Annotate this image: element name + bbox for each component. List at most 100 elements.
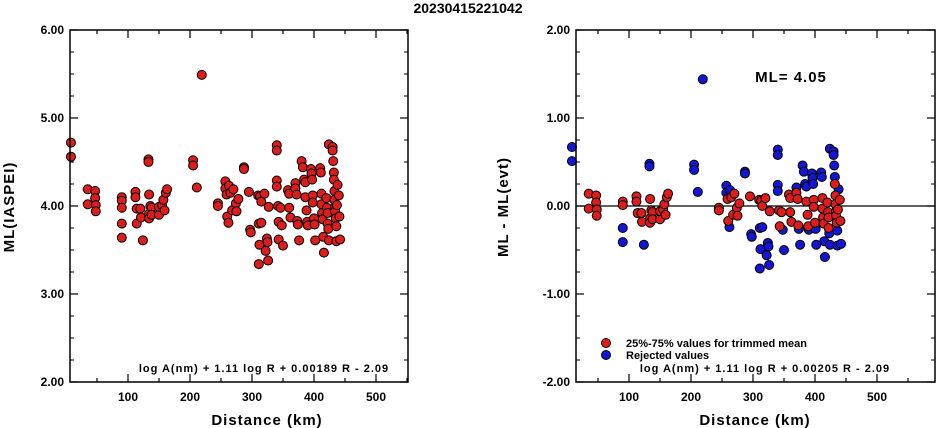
kept-point [835,215,846,226]
rejected-point [763,241,774,252]
data-point [263,201,274,212]
rejected-point [836,238,847,249]
x-tick-label: 400 [304,390,324,404]
kept-point [823,223,834,233]
data-point [162,184,173,195]
data-point [223,217,234,228]
kept-point [764,206,775,217]
data-point [116,232,127,243]
kept-point [792,193,803,204]
data-point [271,145,282,156]
y-tick-label: -2.00 [543,375,571,389]
rejected-point [757,222,768,233]
data-point [294,235,305,246]
rejected-point [828,149,839,160]
data-point [116,218,127,229]
data-point [253,259,264,270]
rejected-point [764,259,775,270]
kept-point [663,188,674,199]
x-tick-label: 500 [366,390,386,404]
rejected-point [617,237,628,248]
legend: 25%-75% values for trimmed mean Rejected… [601,338,807,362]
data-point [291,189,302,200]
data-point [233,193,244,204]
y-tick-label: 6.00 [41,23,65,37]
data-point [188,160,199,171]
kept-point [776,207,787,218]
data-point [256,217,267,228]
rejected-point [689,164,700,175]
legend-kept-marker [601,338,611,348]
data-point [331,200,342,211]
data-point [275,202,286,213]
x-tick-label: 100 [118,390,138,404]
x-tick-label: 200 [180,390,200,404]
rejected-point [638,239,649,250]
kept-point [631,196,642,207]
kept-point [802,209,813,220]
rejected-point [746,231,757,242]
data-point [307,197,318,208]
data-point [301,205,312,216]
kept-point [660,209,671,220]
rejected-point [754,263,765,274]
data-point [315,167,326,178]
y-tick-label: -1.00 [543,287,571,301]
rejected-point [566,142,577,153]
y-tick-label: 0.00 [547,199,571,213]
data-point [333,190,344,201]
y-tick-label: 5.00 [41,111,65,125]
y-tick-label: 2.00 [41,375,65,389]
left-x-axis-label: Distance (km) [211,412,322,428]
data-point [243,186,254,197]
right-y-axis-label: ML - ML(evt) [495,157,512,257]
data-point [263,255,274,266]
data-point [245,227,256,238]
right-x-axis-label: Distance (km) [699,412,810,428]
y-tick-label: 4.00 [41,199,65,213]
rejected-point [819,252,830,263]
legend-kept-label: 25%-75% values for trimmed mean [626,338,807,350]
data-point [228,184,239,195]
kept-point [760,193,771,204]
data-point [335,234,346,245]
rejected-point [761,250,772,261]
data-point [271,181,282,192]
data-point [307,174,318,185]
kept-point [832,204,843,215]
x-tick-label: 300 [743,390,763,404]
x-tick-label: 200 [681,390,701,404]
data-point [321,193,332,204]
kept-point [834,194,845,205]
rejected-point [816,171,827,182]
rejected-point [566,156,577,167]
figure-title: 20230415221042 [413,0,522,16]
rejected-point [692,186,703,197]
rejected-point [779,245,789,255]
data-point [231,206,242,217]
kept-point [645,193,656,204]
left-formula-annotation: log A(nm) + 1.11 log R + 0.00189 R - 2.0… [139,363,389,375]
data-point [65,151,76,162]
rejected-point [795,239,806,250]
ml-value-text: ML= 4.05 [755,69,827,86]
data-point [116,202,127,213]
x-tick-label: 300 [242,390,262,404]
rejected-point [772,186,783,197]
data-point [191,182,202,193]
data-point [331,221,342,232]
data-point [278,240,288,251]
data-point [65,137,76,148]
data-point [310,235,321,246]
right-chart: -2.00 -1.00 0.00 1.00 2.00 100 200 300 400 500 ML… [495,23,936,428]
left-plot-frame [69,29,409,383]
kept-point [729,188,740,199]
data-point [292,219,303,230]
kept-point [617,200,628,211]
rejected-point [772,149,783,160]
left-chart: 2.00 3.00 4.00 5.00 6.00 100 200 300 400 500 Dist… [1,23,409,428]
data-point [297,162,308,173]
kept-point [591,210,602,221]
left-y-axis-label: ML(IASPEI) [1,162,18,253]
